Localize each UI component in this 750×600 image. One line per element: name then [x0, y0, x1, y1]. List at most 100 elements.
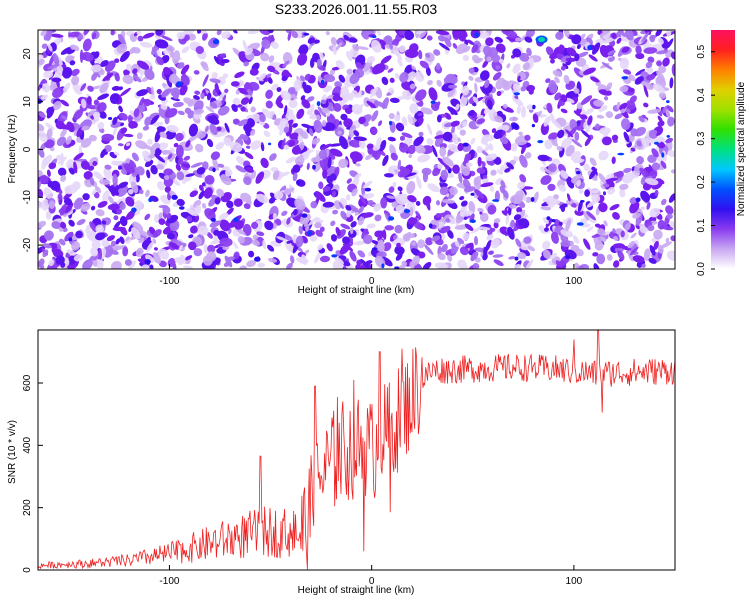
heatmap-cell — [669, 77, 674, 89]
heatmap-cell — [311, 137, 321, 145]
heatmap-cell — [185, 255, 193, 261]
heatmap-cell — [463, 153, 472, 163]
heatmap-cell — [533, 191, 539, 203]
heatmap-cell — [586, 226, 594, 233]
heatmap-cell — [282, 60, 290, 68]
heatmap-cell — [611, 156, 616, 165]
heatmap-cell — [97, 93, 110, 101]
heatmap-cell — [544, 227, 549, 232]
heatmap-cell — [647, 224, 655, 232]
heatmap-cell — [662, 57, 670, 67]
heatmap-cell — [574, 131, 580, 141]
heatmap-cell — [395, 73, 400, 79]
heatmap-cell — [172, 178, 181, 186]
heatmap-cell — [137, 35, 144, 42]
heatmap-cell — [281, 138, 286, 150]
heatmap-y-tick-label: -20 — [22, 237, 33, 252]
heatmap-cell — [316, 58, 322, 68]
heatmap-cell — [262, 108, 273, 119]
heatmap-cell — [310, 201, 318, 209]
heatmap-cell — [92, 160, 98, 167]
heatmap-cell — [320, 79, 325, 85]
heatmap-cell — [123, 133, 134, 138]
heatmap-cell — [154, 153, 166, 163]
heatmap-cell — [306, 162, 310, 170]
heatmap-cell — [335, 42, 343, 51]
heatmap-cell — [560, 240, 573, 248]
heatmap-cell — [629, 95, 637, 104]
heatmap-cell — [366, 223, 376, 229]
heatmap-cell — [507, 226, 515, 240]
heatmap-cell — [384, 213, 390, 222]
heatmap-cell — [642, 182, 652, 191]
heatmap-cell — [647, 109, 661, 114]
heatmap-cell — [255, 171, 265, 184]
heatmap-cell — [465, 162, 473, 167]
heatmap-cell — [350, 221, 357, 228]
heatmap-cell — [234, 220, 244, 230]
heatmap-cell — [501, 130, 506, 136]
heatmap-cell — [57, 167, 67, 177]
heatmap-cell — [464, 223, 474, 231]
colorbar-fill — [711, 30, 735, 269]
heatmap-cell — [257, 262, 266, 268]
heatmap-cell — [409, 206, 414, 217]
heatmap-cell — [38, 58, 45, 66]
heatmap-cell — [587, 115, 593, 126]
heatmap-cell — [90, 64, 102, 72]
heatmap-cell — [217, 90, 228, 102]
heatmap-cell — [579, 114, 588, 120]
heatmap-cell — [226, 207, 234, 216]
heatmap-cell — [527, 245, 536, 252]
heatmap-cell — [387, 68, 394, 73]
heatmap-cell — [496, 90, 502, 97]
heatmap-cell — [287, 86, 296, 95]
heatmap-cell — [60, 46, 73, 55]
heatmap-cell — [653, 240, 659, 250]
heatmap-cell — [145, 189, 150, 198]
heatmap-cell — [519, 154, 528, 168]
heatmap-cell — [358, 138, 366, 149]
heatmap-cell — [417, 239, 426, 249]
heatmap-cell — [619, 102, 628, 111]
heatmap-cell — [292, 123, 298, 128]
heatmap-cell — [269, 153, 277, 161]
heatmap-cell — [304, 249, 310, 254]
heatmap-cell — [486, 99, 493, 110]
heatmap-cell — [234, 71, 245, 79]
heatmap-cell — [447, 143, 460, 153]
heatmap-cell — [468, 109, 475, 116]
heatmap-cell — [337, 130, 342, 135]
heatmap-cell — [656, 60, 663, 67]
heatmap-cell — [158, 212, 163, 221]
heatmap-cell — [176, 171, 185, 181]
heatmap-cell — [521, 105, 526, 118]
heatmap-cell — [512, 83, 520, 91]
heatmap-cell — [584, 137, 592, 147]
heatmap-cell — [557, 129, 565, 139]
heatmap-cell — [109, 93, 120, 104]
heatmap-cell — [212, 167, 216, 173]
heatmap-cell — [187, 134, 199, 143]
heatmap-cell — [544, 168, 552, 175]
heatmap-y-tick-label: 0 — [22, 146, 33, 152]
heatmap-cell — [156, 164, 165, 170]
heatmap-cell — [351, 188, 358, 197]
heatmap-cell — [391, 201, 399, 208]
heatmap-cell — [439, 225, 451, 234]
heatmap-cell — [68, 219, 75, 227]
heatmap-cell — [270, 41, 279, 49]
heatmap-cell — [90, 247, 99, 257]
heatmap-cell — [201, 203, 207, 209]
heatmap-cell — [396, 242, 401, 248]
heatmap-cell — [657, 37, 664, 45]
heatmap-cell — [172, 101, 184, 108]
heatmap-cell — [163, 175, 170, 181]
heatmap-cell — [56, 64, 64, 75]
heatmap-cell — [562, 63, 569, 70]
heatmap-cell — [374, 230, 385, 239]
heatmap-cell — [504, 30, 518, 39]
heatmap-cell — [414, 30, 421, 39]
heatmap-cell — [548, 80, 558, 94]
heatmap-cell — [111, 160, 121, 166]
